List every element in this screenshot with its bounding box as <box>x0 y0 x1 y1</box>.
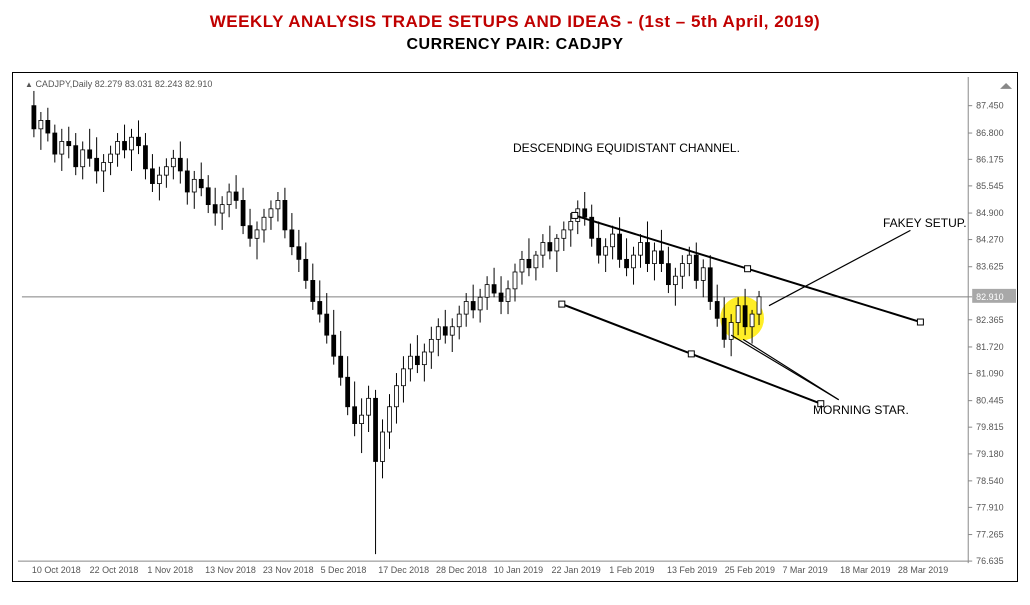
svg-text:7 Mar 2019: 7 Mar 2019 <box>782 565 827 575</box>
svg-text:1 Nov 2018: 1 Nov 2018 <box>147 565 193 575</box>
svg-text:17 Dec 2018: 17 Dec 2018 <box>378 565 429 575</box>
svg-text:84.270: 84.270 <box>976 235 1003 245</box>
channel-annotation: DESCENDING EQUIDISTANT CHANNEL. <box>513 141 740 155</box>
svg-text:10 Jan 2019: 10 Jan 2019 <box>494 565 543 575</box>
svg-text:22 Jan 2019: 22 Jan 2019 <box>552 565 601 575</box>
svg-text:1 Feb 2019: 1 Feb 2019 <box>609 565 654 575</box>
svg-text:13 Nov 2018: 13 Nov 2018 <box>205 565 256 575</box>
svg-text:80.445: 80.445 <box>976 396 1003 406</box>
svg-text:28 Dec 2018: 28 Dec 2018 <box>436 565 487 575</box>
svg-text:25 Feb 2019: 25 Feb 2019 <box>725 565 775 575</box>
svg-text:84.900: 84.900 <box>976 208 1003 218</box>
svg-text:77.265: 77.265 <box>976 530 1003 540</box>
svg-text:76.635: 76.635 <box>976 556 1003 566</box>
svg-text:83.625: 83.625 <box>976 262 1003 272</box>
svg-text:5 Dec 2018: 5 Dec 2018 <box>321 565 367 575</box>
svg-text:79.815: 79.815 <box>976 422 1003 432</box>
svg-text:87.450: 87.450 <box>976 101 1003 111</box>
svg-text:78.540: 78.540 <box>976 476 1003 486</box>
svg-text:13 Feb 2019: 13 Feb 2019 <box>667 565 717 575</box>
page-title: WEEKLY ANALYSIS TRADE SETUPS AND IDEAS -… <box>0 12 1030 32</box>
fakey-annotation: FAKEY SETUP. <box>883 216 967 230</box>
svg-text:86.175: 86.175 <box>976 154 1003 164</box>
svg-text:86.800: 86.800 <box>976 128 1003 138</box>
svg-text:81.090: 81.090 <box>976 368 1003 378</box>
svg-text:85.545: 85.545 <box>976 181 1003 191</box>
morning-star-annotation: MORNING STAR. <box>813 403 909 417</box>
svg-text:82.365: 82.365 <box>976 315 1003 325</box>
chart-container: ▲ CADJPY,Daily 82.279 83.031 82.243 82.9… <box>12 72 1018 582</box>
svg-text:22 Oct 2018: 22 Oct 2018 <box>90 565 139 575</box>
page-subtitle: CURRENCY PAIR: CADJPY <box>0 36 1030 54</box>
symbol-label: ▲ CADJPY,Daily 82.279 83.031 82.243 82.9… <box>25 79 212 89</box>
svg-text:77.910: 77.910 <box>976 502 1003 512</box>
svg-text:18 Mar 2019: 18 Mar 2019 <box>840 565 890 575</box>
svg-text:79.180: 79.180 <box>976 449 1003 459</box>
svg-text:23 Nov 2018: 23 Nov 2018 <box>263 565 314 575</box>
svg-text:10 Oct 2018: 10 Oct 2018 <box>32 565 81 575</box>
svg-text:81.720: 81.720 <box>976 342 1003 352</box>
svg-text:28 Mar 2019: 28 Mar 2019 <box>898 565 948 575</box>
title-block: WEEKLY ANALYSIS TRADE SETUPS AND IDEAS -… <box>0 0 1030 62</box>
svg-text:82.910: 82.910 <box>976 292 1003 302</box>
